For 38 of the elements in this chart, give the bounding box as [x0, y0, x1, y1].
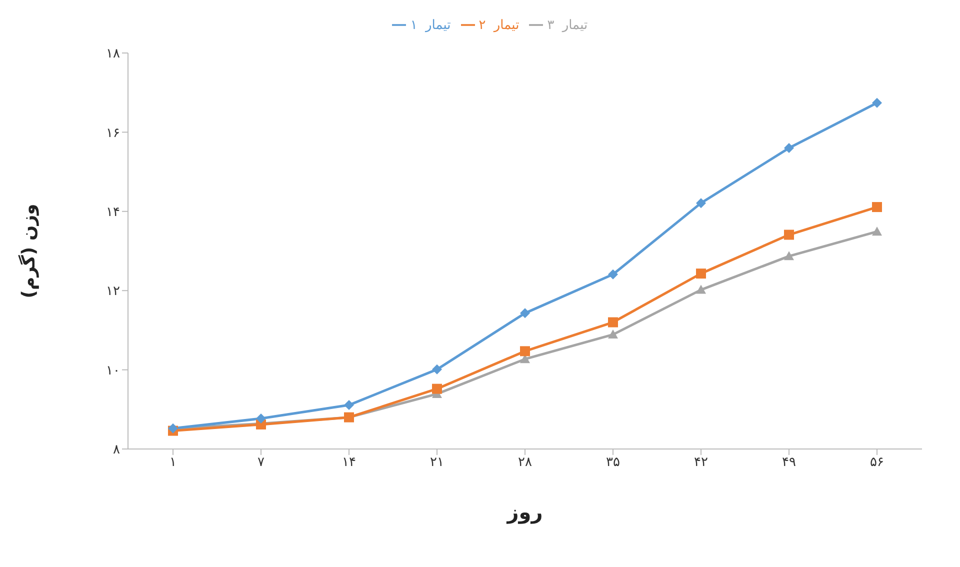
point [432, 364, 442, 374]
x-tick-label: ۲۱ [430, 455, 444, 470]
x-tick-label: ۲۸ [518, 455, 532, 470]
y-tick-label: ۸ [113, 442, 120, 458]
point [520, 308, 530, 318]
x-tick-label: ۳۵ [606, 455, 620, 470]
point [608, 269, 618, 280]
x-tick-label: ۵۶ [870, 455, 884, 470]
y-tick-label: ۱۶ [106, 126, 120, 141]
point [344, 400, 354, 410]
y-tick-label: ۱۴ [106, 205, 120, 220]
point [872, 98, 882, 108]
y-tick-label: ۱۰ [106, 363, 120, 378]
y-tick-label: ۱۲ [106, 284, 120, 300]
point [520, 346, 530, 356]
point [432, 384, 442, 394]
legend-label: تیمار ۲ [478, 18, 520, 33]
y-axis-title: وزن (گرم) [17, 204, 40, 298]
point [872, 226, 882, 236]
point [256, 414, 266, 424]
legend-label: تیمار ۳ [547, 18, 588, 33]
x-axis-title: روز [506, 500, 543, 524]
point [872, 202, 882, 212]
point [608, 317, 618, 328]
x-tick-label: ۷ [258, 455, 265, 470]
point [784, 230, 794, 240]
point [696, 198, 706, 208]
point [784, 251, 794, 260]
legend-label: تیمار ۱ [410, 18, 451, 33]
point [696, 268, 706, 279]
point [696, 284, 706, 294]
x-tick-label: ۱ [170, 455, 176, 470]
x-tick-label: ۴۹ [782, 455, 796, 470]
x-tick-label: ۴۲ [694, 455, 708, 470]
x-tick-label: ۱۴ [342, 455, 356, 470]
point [784, 143, 794, 154]
point [608, 330, 618, 339]
y-tick-label: ۱۸ [106, 46, 120, 62]
